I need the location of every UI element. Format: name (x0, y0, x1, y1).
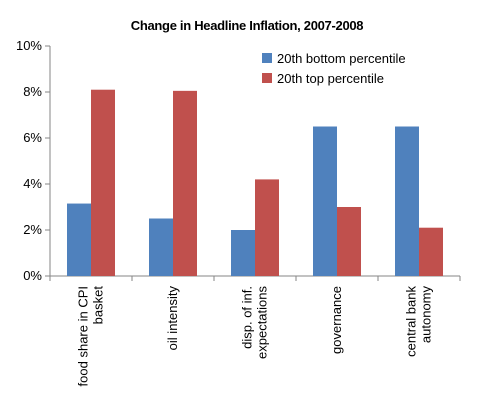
category-label: central bank (404, 286, 419, 357)
y-tick-label: 6% (23, 130, 42, 145)
bar-bottom-percentile (313, 126, 337, 276)
bar-top-percentile (91, 89, 115, 276)
category-label: autonomy (419, 286, 434, 344)
category-label-group: central bank autonomy (404, 286, 434, 357)
y-axis: 0% 2% 4% 6% 8% 10% (16, 38, 51, 283)
y-tick-label: 8% (23, 84, 42, 99)
bar-top-percentile (255, 179, 279, 276)
category-label: food share in CPI (76, 286, 91, 386)
legend: 20th bottom percentile 20th top percentil… (262, 51, 406, 86)
legend-swatch (262, 53, 272, 63)
y-tick-label: 4% (23, 176, 42, 191)
legend-label: 20th top percentile (277, 71, 384, 86)
category-label-group: disp. of inf. expectations (240, 286, 270, 359)
chart-title: Change in Headline Inflation, 2007-2008 (131, 18, 364, 33)
x-axis (49, 275, 461, 281)
bar-top-percentile (419, 227, 443, 276)
category-label-group: food share in CPI basket (76, 286, 106, 387)
bar-bottom-percentile (149, 218, 173, 276)
bar-bottom-percentile (231, 230, 255, 276)
bars (67, 89, 443, 276)
bar-bottom-percentile (395, 126, 419, 276)
legend-label: 20th bottom percentile (277, 51, 406, 66)
bar-top-percentile (173, 90, 197, 276)
legend-swatch (262, 73, 272, 83)
category-labels: food share in CPI basket oil intensity disp… (76, 286, 434, 387)
category-label-group: governance (329, 286, 344, 354)
category-label: oil intensity (165, 286, 180, 351)
bar-bottom-percentile (67, 203, 91, 276)
category-label-group: oil intensity (165, 286, 180, 351)
category-label: basket (91, 286, 106, 325)
category-label: expectations (255, 286, 270, 359)
bar-top-percentile (337, 207, 361, 276)
y-tick-label: 0% (23, 268, 42, 283)
category-label: disp. of inf. (240, 286, 255, 349)
category-label: governance (329, 286, 344, 354)
y-tick-label: 10% (16, 38, 42, 53)
y-tick-label: 2% (23, 222, 42, 237)
